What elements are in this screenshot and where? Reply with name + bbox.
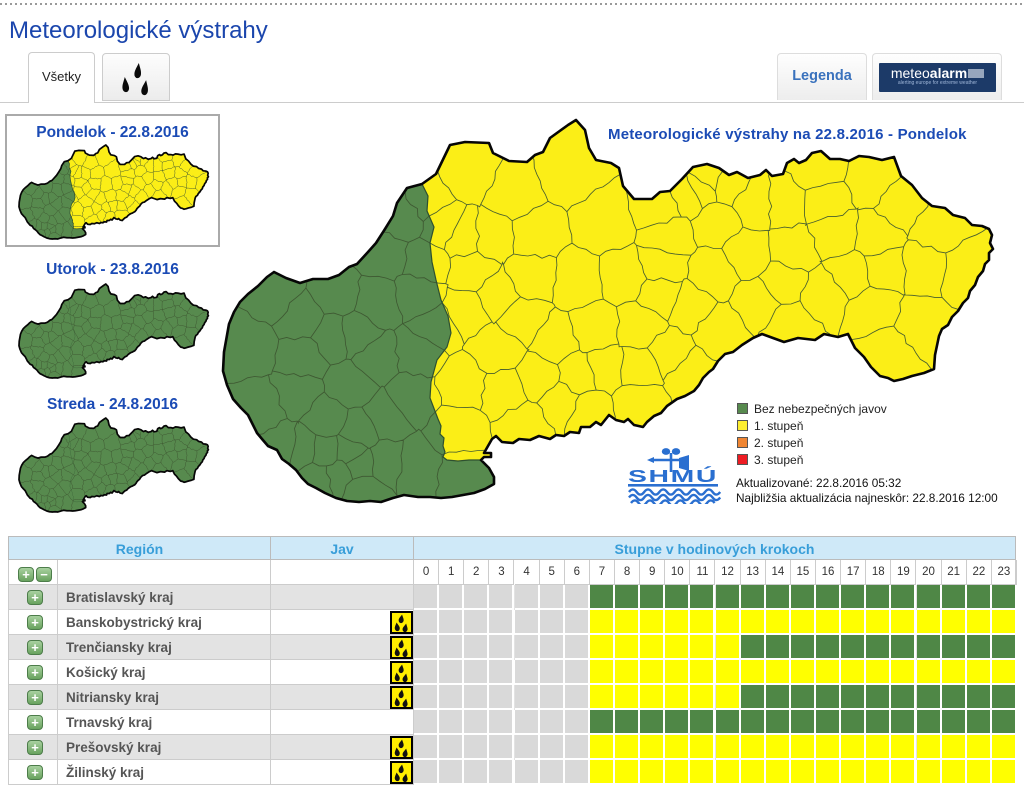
svg-text:SHMÚ: SHMÚ (628, 465, 718, 486)
